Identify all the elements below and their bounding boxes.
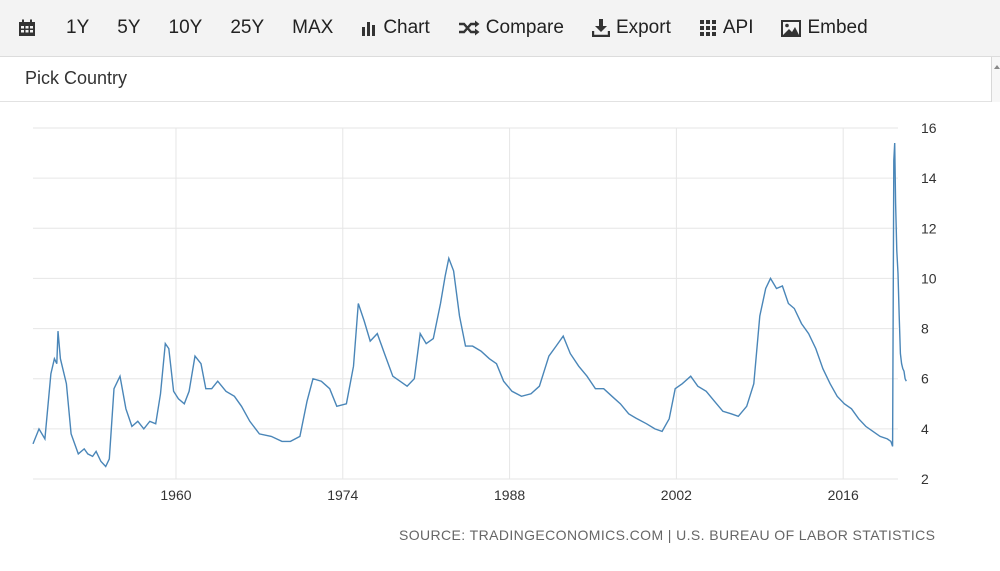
- y-tick-label: 2: [921, 471, 929, 487]
- x-gridlines: [175, 128, 844, 479]
- range-10y-button[interactable]: 10Y: [168, 17, 203, 38]
- x-tick-labels: 1960 1974 1988 2002 2016: [160, 487, 859, 503]
- y-tick-label: 6: [921, 371, 929, 387]
- range-max-button[interactable]: MAX: [292, 17, 334, 38]
- source-attribution: SOURCE: TRADINGECONOMICS.COM | U.S. BURE…: [399, 527, 936, 543]
- y-tick-label: 10: [921, 270, 937, 286]
- export-label: Export: [615, 17, 671, 38]
- toolbar: 1Y 5Y 10Y 25Y MAX Chart Compare: [0, 0, 1000, 57]
- y-tick-label: 8: [921, 321, 929, 337]
- export-button[interactable]: Export: [591, 17, 671, 39]
- api-button[interactable]: API: [699, 17, 754, 39]
- y-tick-label: 4: [921, 421, 929, 437]
- x-tick-label: 1960: [160, 487, 191, 503]
- y-gridlines: [33, 127, 898, 480]
- x-tick-label: 2002: [661, 487, 692, 503]
- range-25y-button[interactable]: 25Y: [230, 17, 265, 38]
- grid-icon: [699, 19, 717, 37]
- range-1y-button[interactable]: 1Y: [66, 17, 90, 38]
- api-label: API: [722, 17, 754, 38]
- image-icon: [781, 19, 802, 37]
- download-icon: [591, 19, 610, 37]
- range-5y-button[interactable]: 5Y: [117, 17, 141, 38]
- x-tick-label: 2016: [828, 487, 859, 503]
- country-picker[interactable]: Pick Country: [0, 57, 1000, 102]
- embed-button[interactable]: Embed: [781, 17, 868, 39]
- chart-button[interactable]: Chart: [361, 17, 430, 39]
- x-tick-label: 1988: [494, 487, 525, 503]
- y-tick-label: 12: [921, 220, 937, 236]
- y-tick-labels: 2 4 6 8 10 12 14 16: [921, 120, 937, 487]
- compare-label: Compare: [485, 17, 564, 38]
- bar-chart-icon: [361, 20, 377, 36]
- x-tick-label: 1974: [327, 487, 358, 503]
- shuffle-icon: [458, 20, 480, 36]
- pick-country-label: Pick Country: [25, 68, 128, 88]
- calendar-icon[interactable]: [18, 19, 36, 37]
- compare-button[interactable]: Compare: [458, 17, 564, 39]
- picker-scrollbar[interactable]: [991, 57, 1000, 102]
- y-tick-label: 16: [921, 120, 937, 136]
- series-line: [32, 142, 907, 468]
- line-chart: 2 4 6 8 10 12 14 16 1960 1974 1988 2002 2016: [32, 120, 937, 503]
- y-tick-label: 14: [921, 170, 937, 186]
- embed-label: Embed: [807, 17, 868, 38]
- chart-label: Chart: [383, 17, 430, 38]
